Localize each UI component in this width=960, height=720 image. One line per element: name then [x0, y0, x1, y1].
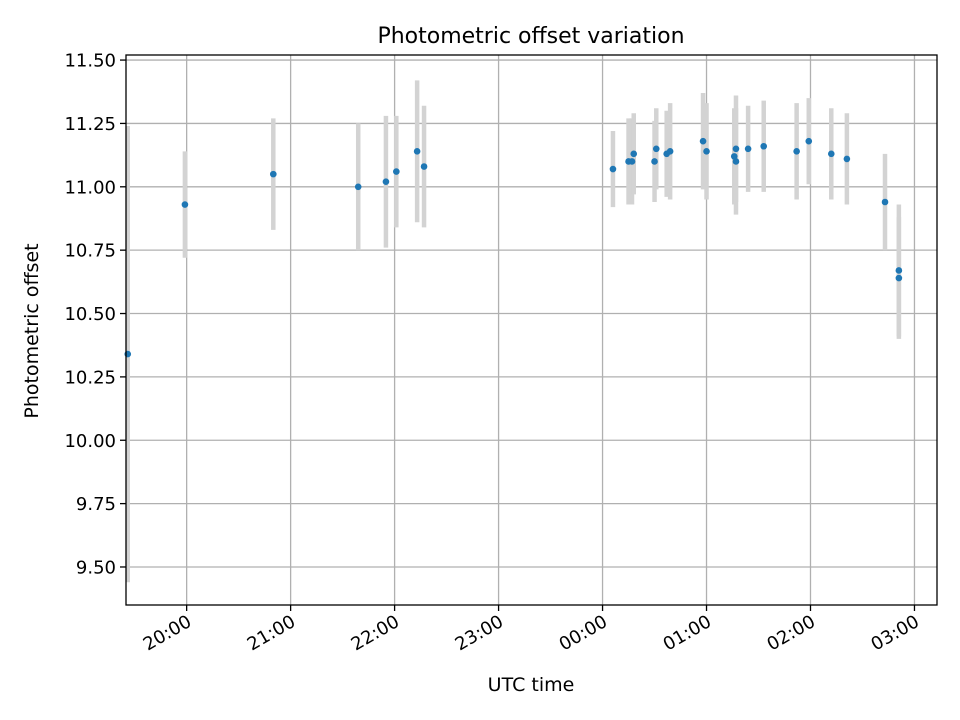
x-tick-label: 21:00 [244, 611, 299, 655]
x-axis-label: UTC time [488, 674, 575, 696]
y-axis-label: Photometric offset [21, 243, 43, 418]
x-tick-label: 00:00 [556, 611, 611, 655]
x-tick-label: 02:00 [764, 611, 819, 655]
data-point [843, 155, 851, 163]
data-point [666, 148, 674, 155]
x-tick-label: 22:00 [348, 611, 403, 655]
plot-frame [125, 54, 938, 606]
axis-ticks: 9.50 9.75 10.00 10.25 10.50 10.75 11.00 11.25 11… [64, 51, 923, 656]
x-tick-label: 23:00 [452, 611, 507, 655]
data-point [652, 145, 660, 153]
data-point [269, 170, 277, 178]
data-point [699, 137, 707, 145]
data-point [895, 274, 903, 282]
data-point [630, 150, 638, 158]
y-tick-label: 9.50 [76, 557, 116, 578]
data-point [732, 158, 740, 165]
data-point [181, 201, 189, 208]
error-bars [125, 80, 902, 583]
data-point [651, 158, 658, 165]
y-tick-label: 10.25 [64, 367, 116, 388]
x-tick-label: 20:00 [140, 611, 195, 655]
data-point [609, 165, 617, 173]
y-tick-label: 11.25 [64, 114, 116, 135]
data-point [760, 142, 768, 150]
grid-lines [126, 55, 937, 605]
data-point [793, 148, 800, 155]
chart-title: Photometric offset variation [377, 24, 684, 49]
data-point [732, 145, 740, 153]
y-tick-label: 10.75 [64, 241, 116, 262]
data-point [703, 148, 710, 155]
y-tick-label: 10.50 [64, 304, 116, 325]
data-point [628, 158, 636, 165]
y-tick-label: 11.50 [64, 51, 116, 72]
y-tick-label: 10.00 [64, 431, 116, 452]
data-point [881, 198, 889, 206]
x-tick-label: 03:00 [868, 611, 923, 655]
data-point [393, 168, 400, 175]
data-points [124, 137, 903, 358]
data-point [420, 163, 428, 170]
data-point [413, 148, 421, 155]
data-point [730, 153, 738, 160]
data-point [382, 178, 390, 186]
data-point [805, 137, 813, 145]
x-tick-label: 01:00 [660, 611, 715, 655]
data-point [827, 150, 835, 158]
data-point [354, 183, 362, 191]
data-point [895, 267, 903, 274]
y-tick-label: 9.75 [76, 494, 116, 515]
y-tick-label: 11.00 [64, 177, 116, 198]
data-point [744, 145, 752, 153]
